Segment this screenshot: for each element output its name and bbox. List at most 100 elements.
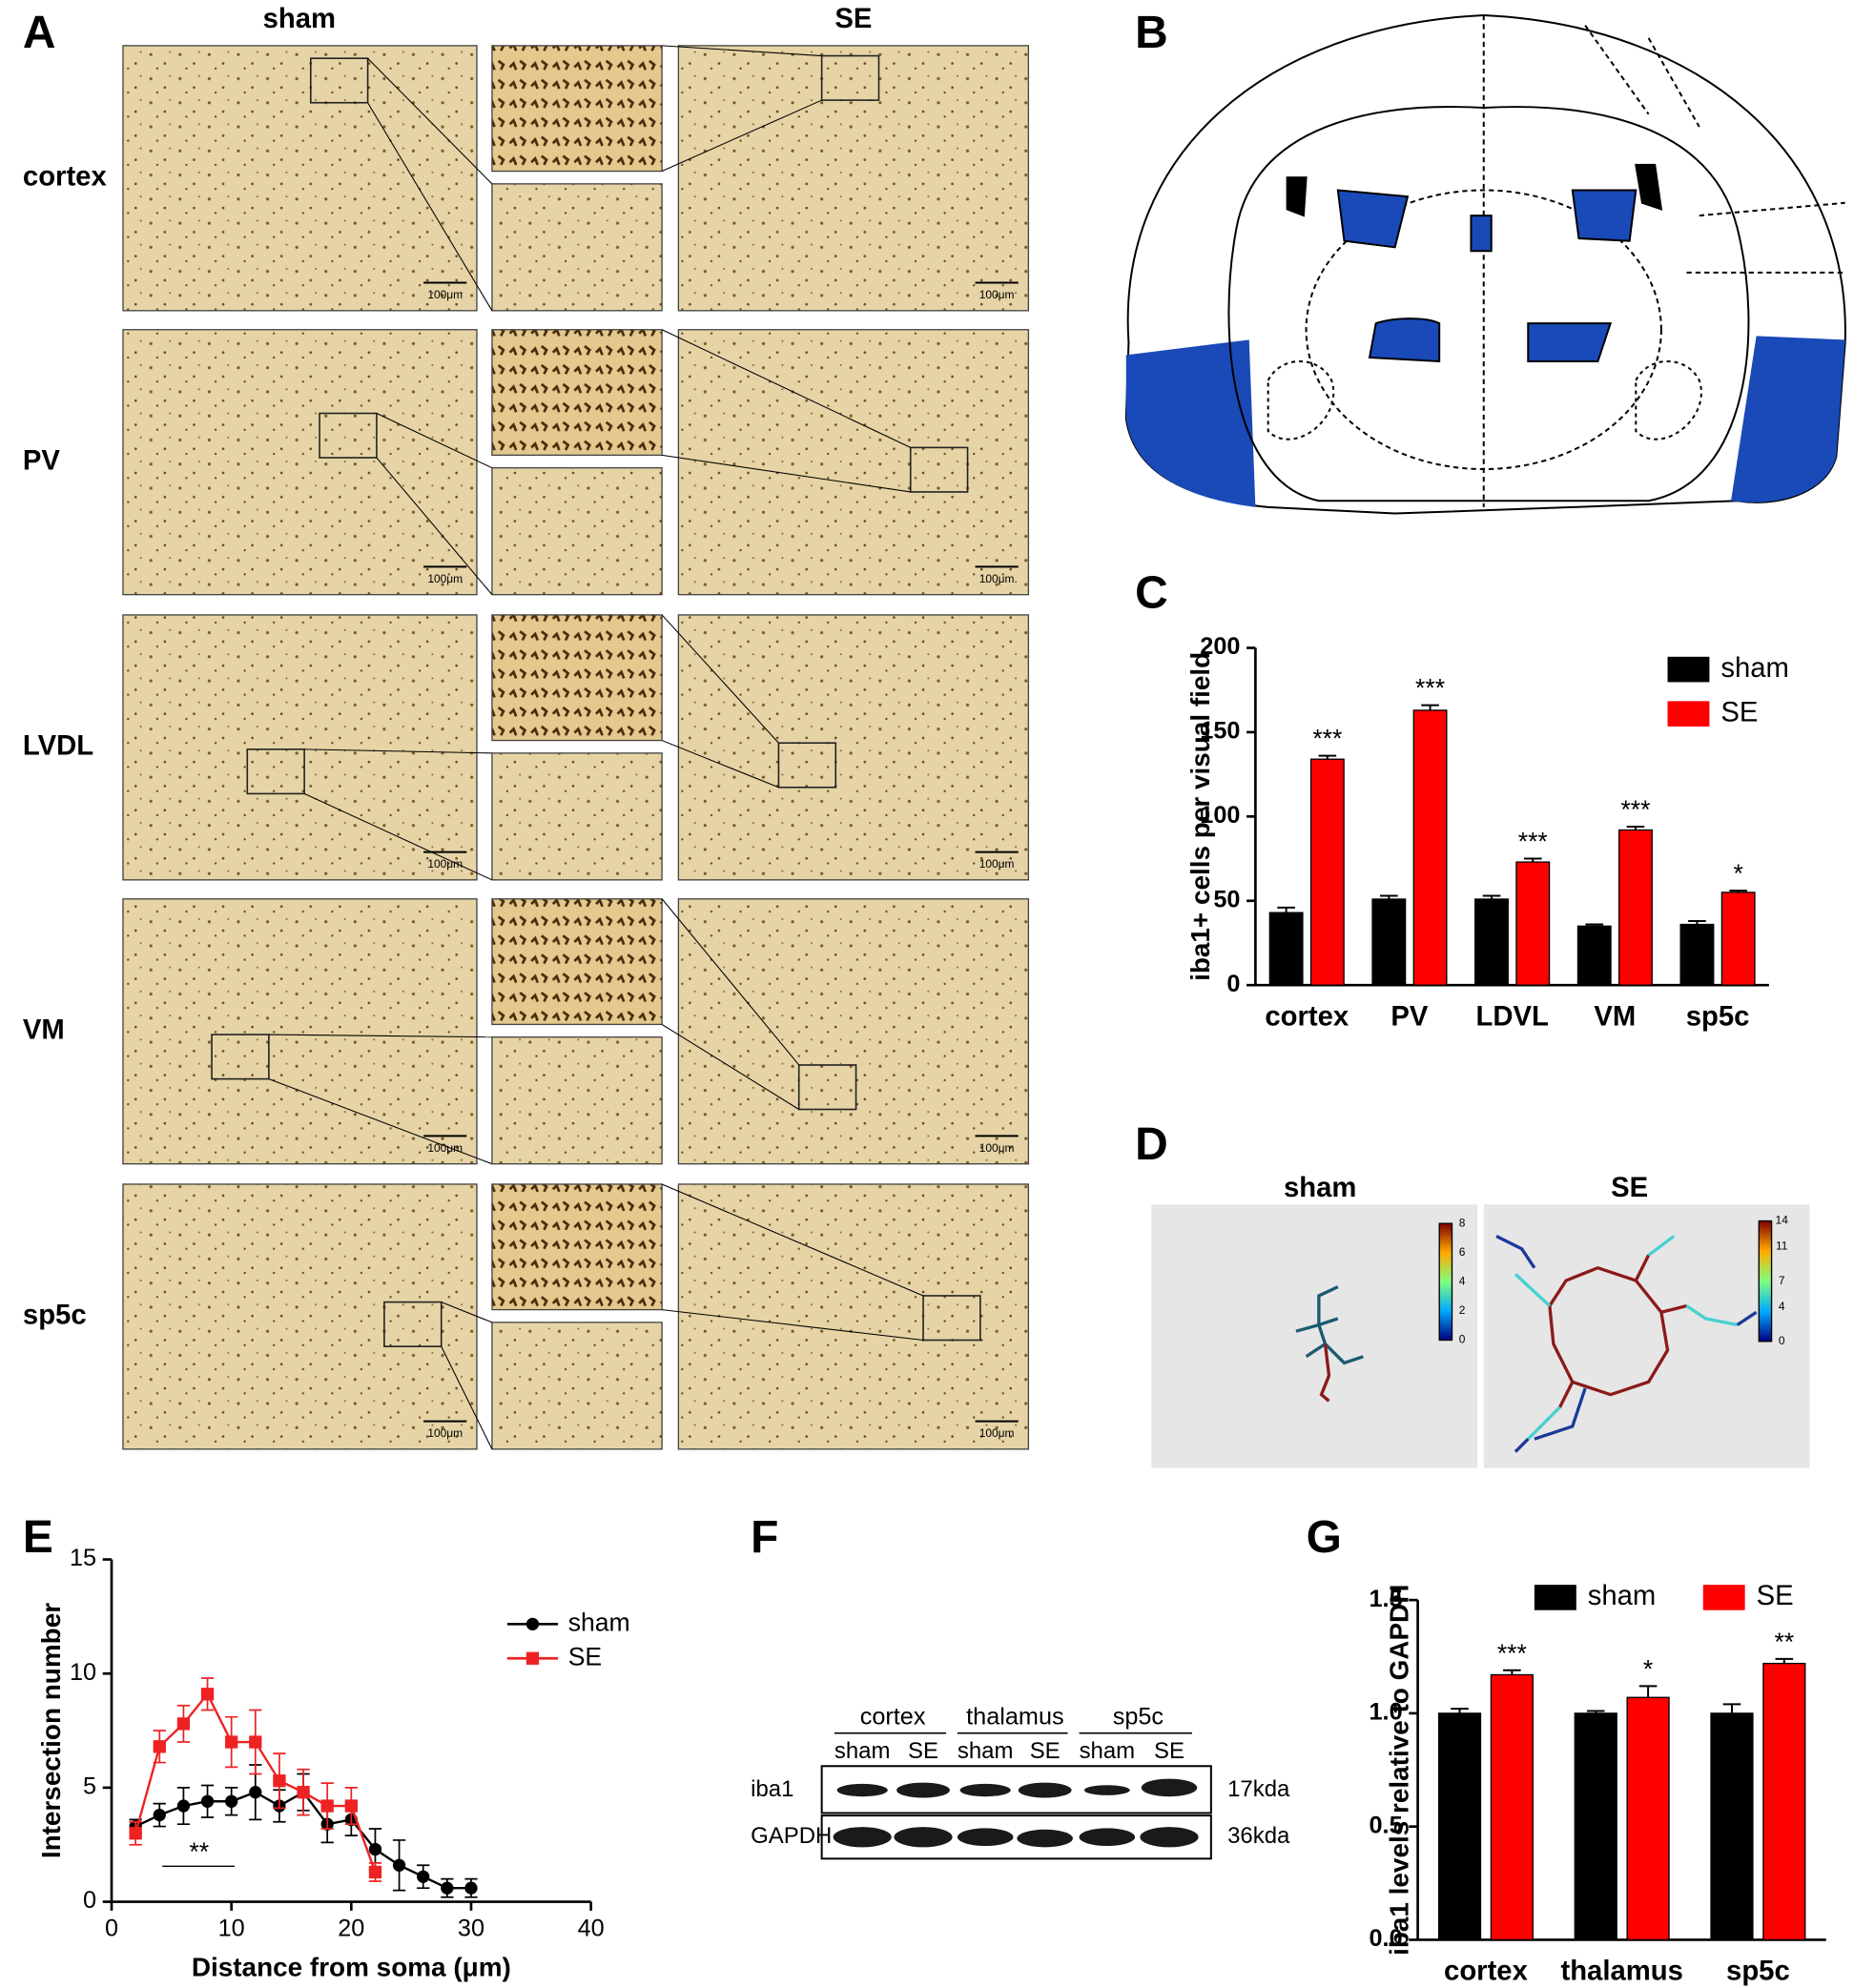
micrograph: [677, 329, 1030, 596]
panel-letter: F: [751, 1512, 778, 1563]
bar: [1762, 1662, 1806, 1941]
inset: [491, 752, 663, 881]
zoom-line: [661, 1183, 924, 1297]
error-bar: [1277, 906, 1295, 913]
bar: [1720, 892, 1756, 986]
zoom-line: [661, 740, 779, 789]
legend-marker: [525, 1617, 540, 1631]
zoom-box: [777, 742, 837, 789]
marker: [297, 1786, 310, 1799]
size-label: 17kda: [1227, 1776, 1290, 1802]
bar: [1515, 861, 1551, 986]
zoom-line: [661, 99, 822, 173]
tracing-bg: [1151, 1204, 1478, 1468]
marker: [225, 1794, 238, 1808]
region-label: cortex: [860, 1703, 926, 1730]
error-bar: [1729, 890, 1747, 892]
error-bar: [1688, 919, 1706, 925]
legend-label: SE: [1757, 1581, 1794, 1611]
error-bar: [1775, 1657, 1794, 1664]
scale-bar-label: 100μm: [979, 572, 1015, 585]
marker: [200, 1794, 215, 1808]
zoom-line: [268, 1078, 493, 1165]
error-bar: [1451, 1708, 1469, 1713]
bar: [1474, 898, 1509, 986]
marker: [200, 1688, 215, 1701]
zoom-line: [268, 1034, 492, 1038]
error-bar: [1638, 1685, 1658, 1698]
tracing: [1295, 1234, 1758, 1453]
row-label: PV: [23, 445, 61, 476]
legend-label: SE: [568, 1642, 602, 1670]
zoom-box: [309, 57, 369, 104]
y-tick-label: 50: [1213, 886, 1240, 912]
annotation: **: [189, 1837, 209, 1866]
lane-label: sham: [1080, 1738, 1136, 1764]
zoom-line: [441, 1345, 493, 1450]
colorbar-tick-label: 4: [1459, 1274, 1466, 1287]
bar: [1576, 925, 1612, 986]
tracing-bg: [1483, 1204, 1810, 1468]
colorbar-tick-label: 6: [1459, 1245, 1466, 1259]
inset: [491, 329, 663, 457]
x-axis-label: Distance from soma (μm): [192, 1952, 511, 1981]
y-tick-label: 1.0: [1370, 1699, 1403, 1726]
marker: [368, 1865, 382, 1879]
scale-bar-label: 100μm: [427, 288, 463, 301]
significance: ***: [1415, 674, 1445, 703]
inset: [491, 898, 663, 1026]
marker: [273, 1774, 286, 1788]
x-tick-label: sp5c: [1726, 1957, 1790, 1987]
y-tick-label: 100: [1200, 802, 1240, 829]
marker: [249, 1735, 262, 1749]
x-tick-label: PV: [1390, 1001, 1429, 1032]
y-tick-label: 5: [83, 1773, 96, 1800]
zoom-box: [797, 1064, 857, 1111]
legend-label: sham: [1720, 653, 1789, 684]
marker: [464, 1881, 478, 1895]
zoom-box: [909, 446, 969, 493]
y-tick-label: 0: [83, 1887, 96, 1914]
brain-atlas: [1124, 13, 1846, 515]
error-bar: [1380, 894, 1398, 899]
lane-label: sham: [958, 1738, 1014, 1764]
x-tick-label: 0: [105, 1915, 118, 1941]
protein-label: GAPDH: [751, 1823, 832, 1849]
panel-letter: E: [23, 1512, 53, 1563]
panel-letter: B: [1135, 8, 1168, 58]
lane-label: SE: [1154, 1738, 1184, 1764]
legend-label: sham: [568, 1608, 630, 1636]
row-label: sp5c: [23, 1301, 87, 1331]
significance: ***: [1518, 828, 1548, 856]
bar: [1412, 709, 1448, 986]
zoom-line: [662, 45, 822, 57]
marker: [368, 1842, 382, 1856]
bar: [1371, 898, 1407, 986]
significance: ***: [1497, 1639, 1527, 1668]
micrograph: [677, 1183, 1030, 1450]
zoom-line: [376, 413, 493, 469]
micrograph: [122, 329, 478, 596]
zoom-box: [246, 748, 305, 795]
significance: ***: [1620, 795, 1650, 824]
panel-letter: G: [1307, 1512, 1342, 1563]
colorbar-tick-label: 7: [1779, 1274, 1785, 1287]
micrograph: [122, 1183, 478, 1450]
legend-label: sham: [1588, 1581, 1657, 1611]
bar: [1490, 1673, 1534, 1941]
blot-bands: [833, 1778, 1199, 1848]
inset: [491, 1322, 663, 1450]
y-axis-label: iba1+ cells per visual field: [1185, 652, 1215, 981]
micrograph: [122, 614, 478, 881]
marker: [129, 1827, 142, 1840]
column-title: SE: [834, 4, 872, 34]
marker: [225, 1735, 238, 1749]
colorbar-tick-label: 14: [1776, 1214, 1789, 1227]
protein-label: iba1: [751, 1776, 793, 1802]
y-axis-label: iba1 levels relative to GAPDH: [1385, 1585, 1414, 1956]
y-tick-label: 10: [70, 1659, 96, 1686]
colorbar-tick-label: 8: [1459, 1216, 1466, 1229]
scale-bar-label: 100μm: [979, 1426, 1015, 1440]
bar: [1309, 758, 1345, 986]
error-bar: [1318, 754, 1337, 760]
